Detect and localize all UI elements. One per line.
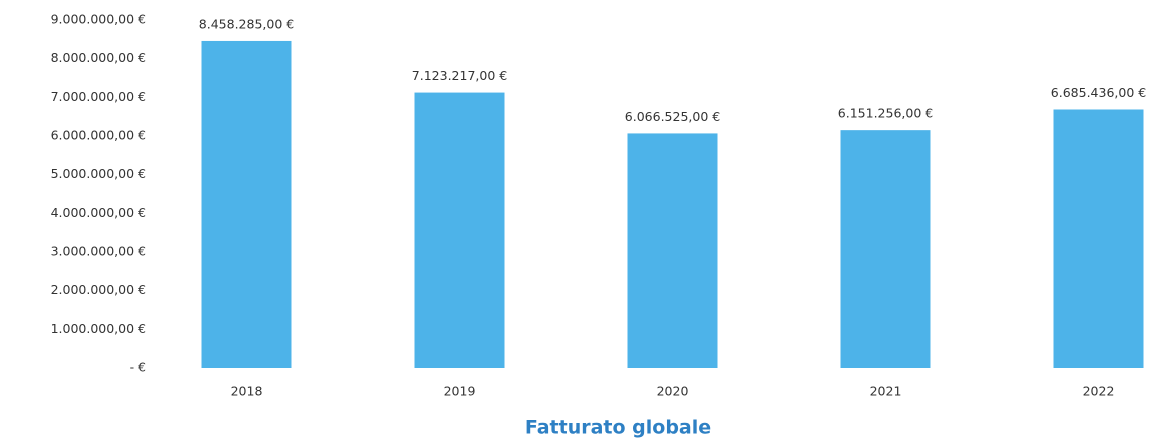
- data-label: 6.066.525,00 €: [625, 109, 720, 124]
- y-tick-label: 2.000.000,00 €: [51, 282, 146, 297]
- x-tick-label: 2020: [657, 384, 689, 399]
- chart-title: Fatturato globale: [525, 417, 711, 439]
- bar: [414, 92, 505, 368]
- y-tick-label: - €: [130, 360, 146, 375]
- y-tick-label: 3.000.000,00 €: [51, 244, 146, 259]
- bar: [201, 40, 292, 368]
- x-tick-label: 2022: [1083, 384, 1115, 399]
- y-tick-label: 6.000.000,00 €: [51, 128, 146, 143]
- y-tick-label: 4.000.000,00 €: [51, 205, 146, 220]
- y-tick-label: 8.000.000,00 €: [51, 50, 146, 65]
- bar: [840, 130, 931, 368]
- data-label: 8.458.285,00 €: [199, 16, 294, 31]
- y-tick-label: 5.000.000,00 €: [51, 166, 146, 181]
- data-label: 6.685.436,00 €: [1051, 85, 1146, 100]
- data-label: 7.123.217,00 €: [412, 68, 507, 83]
- bar: [627, 133, 718, 368]
- bar: [1053, 109, 1144, 369]
- data-label: 6.151.256,00 €: [838, 106, 933, 121]
- y-tick-label: 1.000.000,00 €: [51, 321, 146, 336]
- x-tick-label: 2018: [231, 384, 263, 399]
- y-tick-label: 7.000.000,00 €: [51, 89, 146, 104]
- x-tick-label: 2019: [444, 384, 476, 399]
- x-tick-label: 2021: [870, 384, 902, 399]
- y-tick-label: 9.000.000,00 €: [51, 12, 146, 27]
